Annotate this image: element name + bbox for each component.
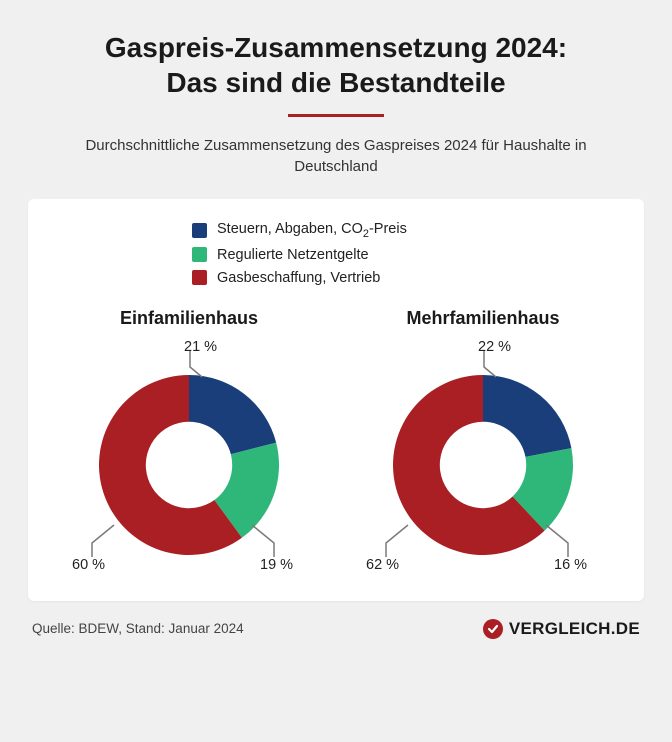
leader-line bbox=[92, 525, 114, 557]
percent-label: 22 % bbox=[478, 339, 511, 355]
leader-line bbox=[252, 525, 274, 557]
source-text: Quelle: BDEW, Stand: Januar 2024 bbox=[32, 621, 244, 636]
title-divider bbox=[288, 114, 384, 117]
brand-text: VERGLEICH.DE bbox=[509, 619, 640, 639]
percent-label: 62 % bbox=[366, 557, 399, 573]
percent-label: 60 % bbox=[72, 557, 105, 573]
donut-segment bbox=[189, 375, 276, 454]
donut-chart: 21 %19 %60 % bbox=[74, 343, 304, 573]
brand-logo: VERGLEICH.DE bbox=[483, 619, 640, 639]
legend-label: Gasbeschaffung, Vertrieb bbox=[217, 270, 380, 286]
chart-title: Einfamilienhaus bbox=[52, 308, 326, 329]
chart-column: Einfamilienhaus 21 % 19 % 60 % bbox=[52, 308, 326, 573]
chart-panel: Steuern, Abgaben, CO2-Preis Regulierte Ne… bbox=[28, 199, 644, 601]
legend-item: Gasbeschaffung, Vertrieb bbox=[192, 270, 620, 286]
donut-segment bbox=[483, 375, 571, 457]
percent-label: 16 % bbox=[554, 557, 587, 573]
page-title: Gaspreis-Zusammensetzung 2024: Das sind … bbox=[28, 30, 644, 100]
charts-row: Einfamilienhaus 21 % 19 % 60 % Mehrfamilienh… bbox=[52, 308, 620, 573]
chart-column: Mehrfamilienhaus 22 % 16 % 62 % bbox=[346, 308, 620, 573]
legend: Steuern, Abgaben, CO2-Preis Regulierte Ne… bbox=[192, 221, 620, 286]
footer: Quelle: BDEW, Stand: Januar 2024 VERGLEI… bbox=[28, 619, 644, 639]
leader-line bbox=[546, 525, 568, 557]
chart-title: Mehrfamilienhaus bbox=[346, 308, 620, 329]
title-line-1: Gaspreis-Zusammensetzung 2024: bbox=[105, 32, 567, 63]
legend-label: Steuern, Abgaben, CO2-Preis bbox=[217, 221, 407, 240]
percent-label: 21 % bbox=[184, 339, 217, 355]
percent-label: 19 % bbox=[260, 557, 293, 573]
legend-label: Regulierte Netzentgelte bbox=[217, 247, 369, 263]
leader-line bbox=[386, 525, 408, 557]
legend-swatch bbox=[192, 270, 207, 285]
legend-swatch bbox=[192, 223, 207, 238]
subtitle: Durchschnittliche Zusammensetzung des Ga… bbox=[76, 135, 596, 177]
legend-swatch bbox=[192, 247, 207, 262]
title-line-2: Das sind die Bestandteile bbox=[166, 67, 505, 98]
check-icon bbox=[483, 619, 503, 639]
donut-chart: 22 %16 %62 % bbox=[368, 343, 598, 573]
legend-item: Steuern, Abgaben, CO2-Preis bbox=[192, 221, 620, 240]
legend-item: Regulierte Netzentgelte bbox=[192, 247, 620, 263]
